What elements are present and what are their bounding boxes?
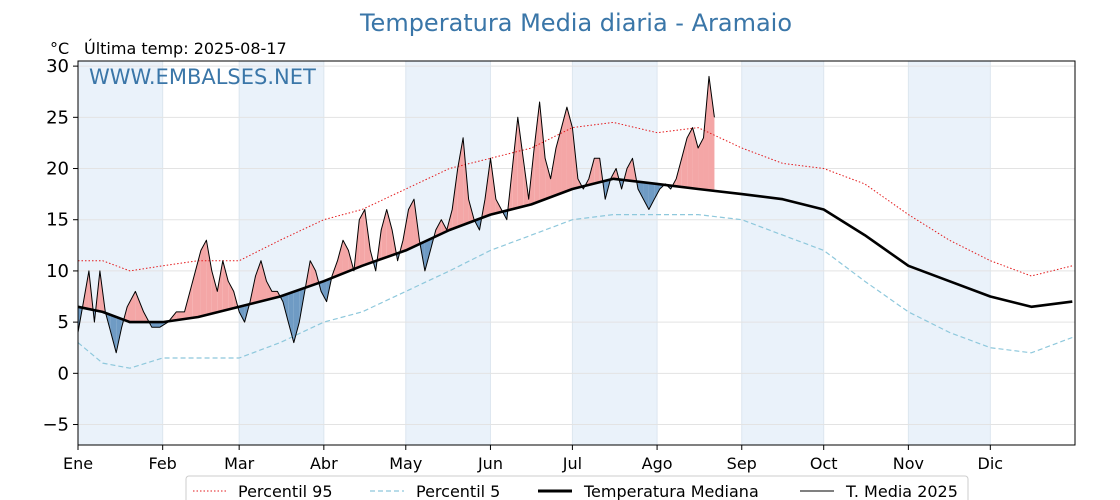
month-band: [572, 61, 658, 445]
legend-box: [185, 475, 969, 500]
above-median-fill: [681, 137, 688, 188]
above-median-fill: [698, 137, 704, 190]
above-median-fill: [310, 260, 316, 286]
y-axis: −5 0 5 10 15 20 25 30: [42, 56, 78, 436]
above-median-fill: [255, 260, 262, 303]
above-median-fill: [703, 76, 709, 191]
legend-label-p5: Percentil 5: [416, 482, 500, 500]
y-tick-label: 10: [46, 261, 69, 282]
above-median-fill: [403, 209, 409, 252]
above-median-fill: [594, 158, 600, 184]
month-band: [239, 61, 324, 445]
median-temperature-line: [77, 177, 1073, 324]
x-tick-label: Jun: [477, 454, 503, 473]
above-median-fill: [463, 137, 469, 225]
above-median-fill: [484, 158, 491, 217]
above-median-fill: [228, 281, 234, 310]
above-median-fill: [261, 260, 267, 302]
above-median-fill: [512, 117, 518, 210]
last-temp-label: Última temp: 2025-08-17: [84, 39, 287, 58]
above-median-fill: [708, 76, 715, 191]
below-median-fill: [110, 314, 117, 353]
above-median-fill: [517, 117, 524, 208]
unit-label: °C: [50, 39, 69, 58]
below-median-fill: [239, 305, 245, 323]
series-lines: [77, 75, 1073, 369]
legend: Percentil 95 Percentil 5 Temperatura Med…: [185, 475, 969, 500]
below-median-fill: [654, 183, 660, 200]
plot-frame: [77, 60, 1076, 446]
above-median-fill: [211, 270, 218, 314]
above-median-fill: [217, 260, 223, 313]
above-median-fill: [381, 209, 387, 260]
above-median-fill: [359, 209, 365, 267]
x-tick-label: Jul: [562, 454, 582, 473]
below-median-fill: [643, 182, 649, 210]
x-tick-label: Mar: [224, 454, 255, 473]
x-tick-label: Oct: [810, 454, 838, 473]
legend-label-p95: Percentil 95: [238, 482, 333, 500]
below-median-fill: [424, 238, 431, 271]
below-median-fill: [282, 293, 289, 323]
above-median-fill: [135, 291, 144, 323]
y-tick-label: 5: [58, 312, 69, 333]
above-median-fill: [539, 101, 546, 202]
above-median-fill: [266, 281, 272, 300]
year-2025-line: [77, 75, 715, 354]
y-tick-label: 0: [58, 363, 69, 384]
above-median-fill: [457, 137, 464, 227]
x-tick-label: Ago: [642, 454, 673, 473]
x-tick-label: Nov: [893, 454, 924, 473]
above-median-fill: [337, 240, 343, 276]
x-tick-label: May: [389, 454, 422, 473]
percentil-95-line: [78, 121, 1073, 277]
below-median-fill: [648, 182, 655, 210]
above-median-fill: [561, 107, 567, 194]
month-band: [405, 61, 491, 445]
above-median-fill: [408, 199, 414, 250]
month-band: [741, 61, 824, 445]
y-tick-label: 25: [46, 107, 69, 128]
above-median-fill: [627, 158, 633, 181]
above-median-fill: [192, 250, 201, 318]
watermark: WWW.EMBALSES.NET: [89, 65, 316, 89]
below-median-fill: [293, 289, 300, 343]
below-median-fill: [637, 181, 644, 200]
legend-label-median: Temperatura Mediana: [583, 482, 759, 500]
y-tick-label: −5: [42, 415, 69, 436]
month-band: [78, 61, 163, 445]
x-tick-label: Sep: [727, 454, 757, 473]
above-median-fill: [687, 127, 693, 189]
above-median-fill: [490, 158, 496, 215]
x-axis: Ene Feb Mar Abr May Jun Jul Ago Sep Oct Nov Dic: [63, 445, 1003, 473]
above-median-fill: [435, 219, 442, 237]
above-median-fill: [452, 168, 458, 229]
above-median-fill: [200, 240, 207, 317]
x-tick-label: Dic: [978, 454, 1004, 473]
chart-title: Temperatura Media diaria - Aramaio: [359, 9, 792, 37]
above-median-fill: [550, 148, 557, 198]
below-median-fill: [288, 291, 294, 343]
above-median-fill: [534, 101, 540, 204]
x-tick-label: Feb: [149, 454, 177, 473]
above-median-fill: [206, 240, 212, 315]
above-median-fill: [386, 209, 393, 258]
legend-label-year: T. Media 2025: [845, 482, 958, 500]
above-median-fill: [127, 291, 136, 323]
above-median-fill: [566, 107, 573, 192]
month-band: [908, 61, 991, 445]
percentil-5-line: [77, 214, 1073, 369]
month-bands: [78, 61, 991, 445]
y-tick-label: 15: [46, 210, 69, 231]
above-median-fill: [222, 260, 229, 311]
y-tick-label: 30: [46, 56, 69, 77]
y-tick-label: 20: [46, 159, 69, 180]
above-median-fill: [545, 158, 551, 200]
below-median-fill: [321, 280, 327, 302]
x-tick-label: Abr: [310, 454, 338, 473]
x-tick-label: Ene: [63, 454, 93, 473]
